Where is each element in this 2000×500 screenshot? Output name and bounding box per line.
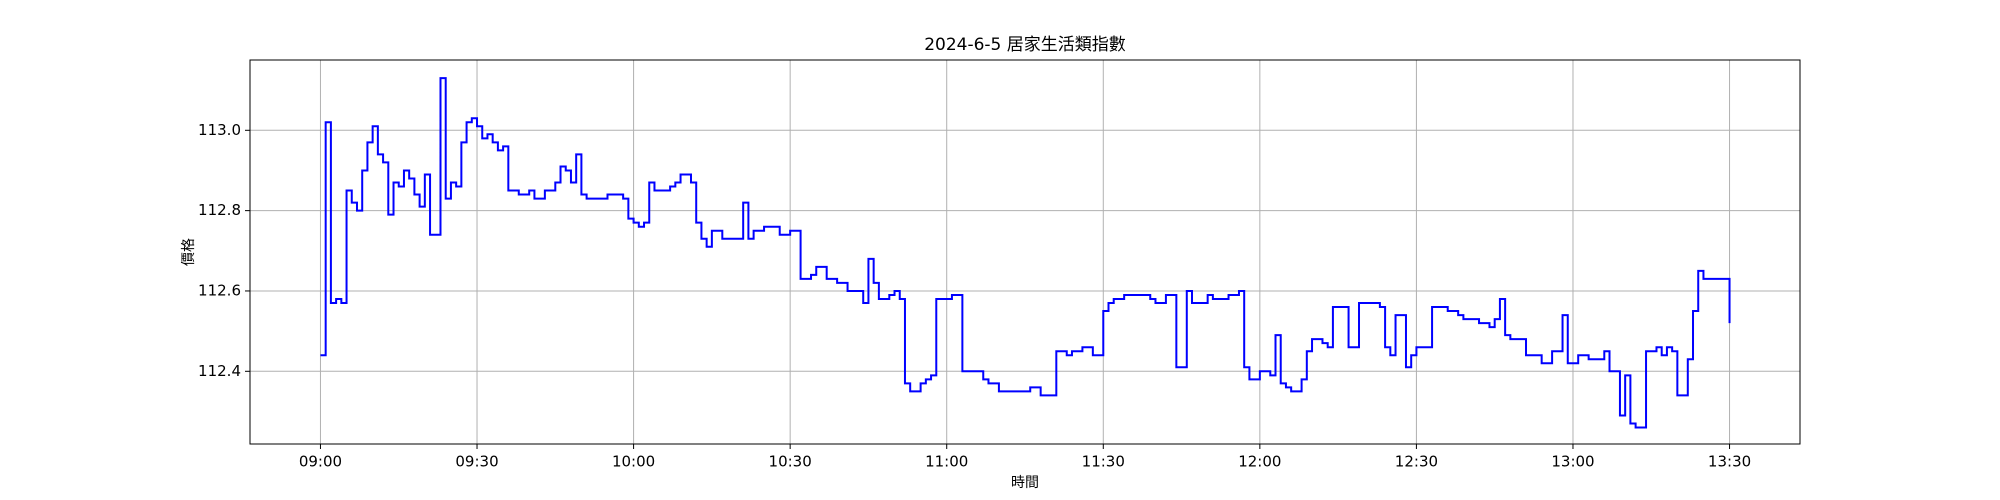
chart-title: 2024-6-5 居家生活類指數 <box>924 35 1126 55</box>
x-tick-label: 09:00 <box>299 453 342 471</box>
x-tick-label: 11:30 <box>1082 453 1125 471</box>
x-tick-label: 13:00 <box>1551 453 1594 471</box>
x-tick-label: 12:30 <box>1395 453 1438 471</box>
y-tick-label: 112.4 <box>198 362 241 380</box>
x-axis-label: 時間 <box>1011 475 1039 491</box>
axes-frame <box>249 59 1801 445</box>
y-axis-label: 價格 <box>180 238 197 266</box>
y-tick-label: 112.6 <box>198 281 241 299</box>
plot-area <box>250 60 1800 444</box>
x-tick-label: 09:30 <box>455 453 498 471</box>
x-tick-label: 10:30 <box>769 453 812 471</box>
x-tick-label: 10:00 <box>612 453 655 471</box>
x-tick-label: 12:00 <box>1238 453 1281 471</box>
x-tick-label: 11:00 <box>925 453 968 471</box>
y-tick-label: 112.8 <box>198 201 241 219</box>
x-tick-label: 13:30 <box>1708 453 1751 471</box>
y-tick-label: 113.0 <box>198 121 241 139</box>
price-line <box>320 77 1731 429</box>
